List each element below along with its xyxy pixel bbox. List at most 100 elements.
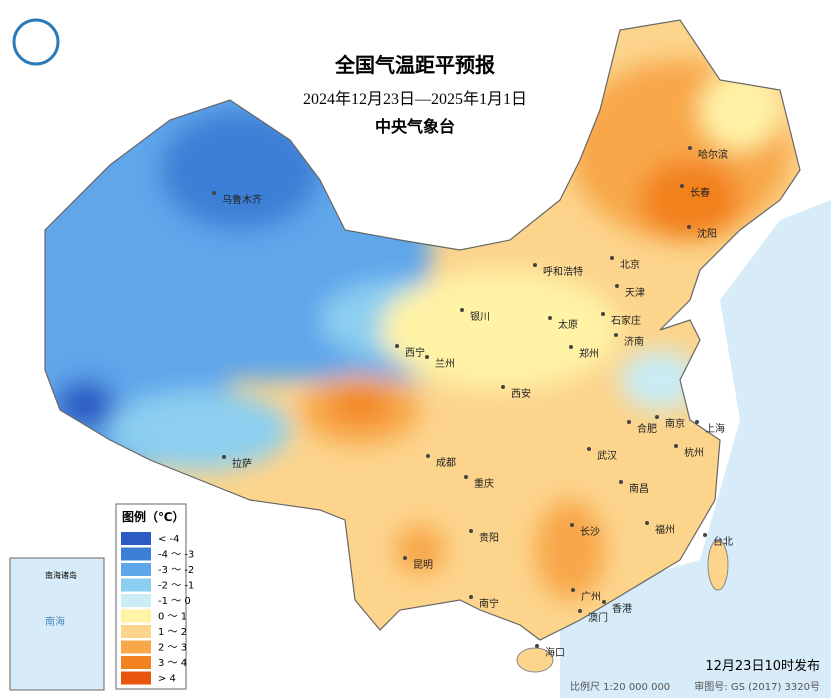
city-label: 银川: [470, 310, 490, 323]
city-label: 天津: [625, 287, 645, 299]
city-dot: [610, 256, 614, 260]
city-dot: [627, 420, 631, 424]
city-dot: [587, 447, 591, 451]
city-dot: [688, 146, 692, 150]
city-label: 广州: [581, 591, 601, 603]
city-label: 南昌: [629, 482, 649, 495]
legend-label: -3 ～ -2: [158, 565, 194, 576]
city-dot: [469, 529, 473, 533]
legend-swatch: [121, 578, 151, 592]
sea: [560, 200, 831, 698]
city-label: 石家庄: [611, 314, 641, 327]
release: 12月23日10时发布: [705, 658, 820, 674]
city-dot: [674, 444, 678, 448]
legend-label: -4 ～ -3: [158, 550, 194, 561]
city-label: 台北: [713, 535, 733, 548]
city-label: 上海: [705, 422, 725, 435]
city-label: 乌鲁木齐: [222, 193, 262, 206]
city-dot: [695, 420, 699, 424]
city-dot: [645, 521, 649, 525]
logo: [12, 18, 60, 66]
map-number: 审图号: GS (2017) 3320号: [694, 680, 820, 693]
city-label: 呼和浩特: [543, 266, 583, 278]
legend-swatch: [121, 640, 151, 654]
city-label: 合肥: [637, 422, 657, 435]
city-dot: [535, 644, 539, 648]
issuer: 中央气象台: [375, 117, 455, 136]
legend-label: 2 ～ 3: [158, 643, 187, 654]
legend-swatch: [121, 532, 151, 545]
city-dot: [533, 263, 537, 267]
legend-swatch: [121, 563, 151, 576]
city-dot: [578, 609, 582, 613]
subtitle: 2024年12月23日—2025年1月1日: [303, 90, 527, 108]
city-dot: [614, 333, 618, 337]
city-label: 武汉: [597, 449, 617, 462]
city-dot: [403, 556, 407, 560]
city-label: 郑州: [579, 347, 599, 360]
city-label: 北京: [620, 258, 640, 271]
inset: [9, 557, 105, 691]
city-label: 福州: [655, 523, 675, 536]
city-dot: [619, 480, 623, 484]
legend-swatch: [121, 625, 151, 638]
city-label: 济南: [624, 335, 644, 348]
legend-label: 3 ～ 4: [158, 658, 187, 669]
city-label: 海口: [545, 646, 565, 659]
city-dot: [703, 533, 707, 537]
legend-swatch: [121, 671, 151, 685]
city-dot: [570, 523, 574, 527]
scale: 比例尺 1:20 000 000: [570, 680, 670, 693]
city-label: 长沙: [580, 526, 600, 538]
legend-label: -1 ～ 0: [158, 596, 191, 607]
city-label: 贵阳: [479, 531, 499, 544]
city-dot: [501, 385, 505, 389]
city-dot: [460, 308, 464, 312]
legend-label: < -4: [158, 534, 180, 545]
city-dot: [222, 455, 226, 459]
city-dot: [687, 225, 691, 229]
city-dot: [426, 454, 430, 458]
city-dot: [655, 415, 659, 419]
inset-sea: 南海: [45, 615, 65, 628]
city-dot: [680, 184, 684, 188]
city-dot: [212, 191, 216, 195]
legend-label: 0 ～ 1: [158, 612, 187, 623]
city-label: 南京: [665, 417, 685, 430]
city-dot: [425, 355, 429, 359]
city-label: 成都: [436, 457, 456, 469]
city-label: 沈阳: [697, 227, 717, 240]
title: 全国气温距平预报: [334, 53, 495, 77]
city-dot: [615, 284, 619, 288]
city-dot: [601, 312, 605, 316]
legend-swatch: [121, 656, 151, 669]
legend-swatch: [121, 547, 151, 561]
city-dot: [602, 600, 606, 604]
city-label: 澳门: [588, 611, 608, 624]
city-label: 西宁: [405, 346, 425, 359]
legend-label: -2 ～ -1: [158, 581, 194, 592]
city-label: 拉萨: [232, 457, 252, 470]
city-label: 西安: [511, 387, 531, 400]
city-dot: [571, 588, 575, 592]
legend-swatch: [121, 609, 151, 623]
city-label: 哈尔滨: [698, 148, 728, 161]
city-dot: [395, 344, 399, 348]
city-label: 兰州: [435, 357, 455, 370]
city-dot: [469, 595, 473, 599]
legend-label: > 4: [158, 674, 176, 685]
city-label: 重庆: [474, 477, 494, 490]
city-label: 香港: [612, 603, 632, 615]
city-dot: [548, 316, 552, 320]
legend-title: 图例（℃）: [122, 509, 185, 524]
taiwan: [707, 539, 729, 591]
legend-label: 1 ～ 2: [158, 627, 187, 638]
city-dot: [569, 345, 573, 349]
inset-title: 南海诸岛: [45, 570, 77, 580]
city-label: 长春: [690, 187, 710, 199]
city-label: 杭州: [684, 446, 704, 459]
city-dot: [464, 475, 468, 479]
